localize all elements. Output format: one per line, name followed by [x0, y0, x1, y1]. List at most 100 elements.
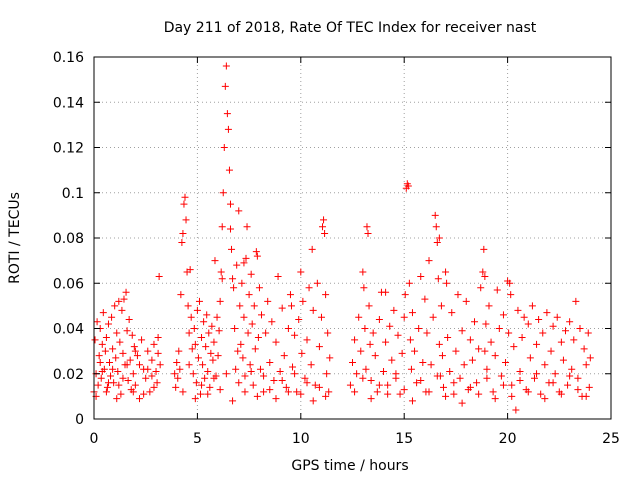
- data-point: [297, 268, 305, 276]
- data-point: [95, 352, 103, 360]
- data-point: [481, 347, 489, 355]
- data-point: [489, 388, 497, 396]
- data-point: [199, 361, 207, 369]
- data-point: [140, 390, 148, 398]
- data-point: [198, 334, 206, 342]
- data-point: [204, 390, 212, 398]
- data-point: [425, 388, 433, 396]
- data-point: [308, 245, 316, 253]
- data-point: [104, 379, 112, 387]
- data-point: [574, 374, 582, 382]
- y-tick-label: 0.06: [53, 276, 84, 292]
- data-point: [435, 234, 443, 242]
- data-point: [278, 304, 286, 312]
- y-tick-label: 0: [75, 412, 84, 428]
- data-point: [246, 361, 254, 369]
- data-point: [203, 311, 211, 319]
- data-point: [226, 200, 234, 208]
- data-point: [313, 279, 321, 287]
- data-point: [148, 372, 156, 380]
- data-point: [401, 291, 409, 299]
- data-point: [502, 358, 510, 366]
- data-point: [179, 229, 187, 237]
- data-point: [311, 381, 319, 389]
- data-point: [216, 297, 224, 305]
- data-point: [382, 338, 390, 346]
- data-point: [541, 361, 549, 369]
- data-point: [483, 374, 491, 382]
- data-point: [359, 268, 367, 276]
- data-point: [408, 309, 416, 317]
- data-point: [115, 381, 123, 389]
- data-point: [580, 345, 588, 353]
- data-point: [506, 279, 514, 287]
- data-point: [131, 347, 139, 355]
- data-point: [122, 288, 130, 296]
- data-point: [505, 329, 513, 337]
- data-point: [551, 370, 559, 378]
- data-point: [253, 392, 261, 400]
- data-point: [543, 309, 551, 317]
- data-point: [433, 372, 441, 380]
- data-point: [135, 361, 143, 369]
- data-point: [119, 349, 127, 357]
- data-point: [208, 322, 216, 330]
- data-point: [98, 367, 106, 375]
- data-point: [236, 302, 244, 310]
- data-point: [309, 306, 317, 314]
- data-point: [186, 266, 194, 274]
- data-point: [444, 334, 452, 342]
- data-point: [202, 343, 210, 351]
- data-point: [142, 374, 150, 382]
- data-point: [133, 352, 141, 360]
- data-point: [241, 372, 249, 380]
- data-point: [322, 392, 330, 400]
- data-point: [404, 182, 412, 190]
- data-point: [224, 125, 232, 133]
- x-tick-label: 10: [292, 431, 310, 447]
- data-point: [244, 329, 252, 337]
- data-point: [324, 329, 332, 337]
- data-point: [415, 325, 423, 332]
- data-point: [238, 279, 246, 287]
- data-point: [510, 343, 518, 351]
- data-point: [557, 390, 565, 398]
- data-point: [94, 381, 102, 389]
- data-point: [255, 284, 263, 292]
- data-point: [427, 361, 435, 369]
- data-point: [456, 374, 464, 382]
- data-point: [190, 325, 198, 332]
- data-point: [206, 383, 214, 391]
- data-point: [320, 216, 328, 224]
- data-point: [520, 313, 528, 321]
- data-point: [497, 372, 505, 380]
- data-point: [585, 383, 593, 391]
- y-tick-label: 0.16: [53, 50, 84, 66]
- data-point: [130, 343, 138, 351]
- data-point: [475, 345, 483, 353]
- data-point: [150, 383, 158, 391]
- data-point: [432, 223, 440, 231]
- data-point: [287, 302, 295, 310]
- data-point: [298, 349, 306, 357]
- data-point: [303, 379, 311, 387]
- data-point: [442, 268, 450, 276]
- data-point: [222, 370, 230, 378]
- y-tick-label: 0.04: [53, 322, 84, 338]
- data-point: [194, 354, 202, 362]
- data-point: [295, 315, 303, 323]
- data-point: [454, 291, 462, 299]
- data-point: [266, 386, 274, 394]
- data-point: [566, 372, 574, 380]
- data-point: [326, 354, 334, 362]
- data-point: [508, 392, 516, 400]
- data-point: [252, 248, 260, 256]
- data-point: [375, 315, 383, 323]
- data-point: [115, 297, 123, 305]
- data-point: [218, 223, 226, 231]
- data-point: [220, 144, 228, 151]
- data-point: [431, 211, 439, 219]
- data-point: [419, 358, 427, 366]
- data-point: [128, 331, 136, 339]
